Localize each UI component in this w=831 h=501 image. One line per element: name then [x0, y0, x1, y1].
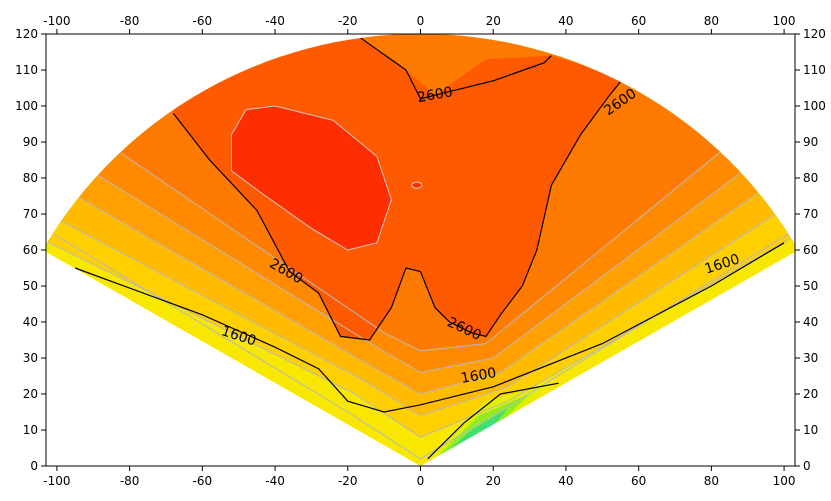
y-tick-label-right: 100 [803, 99, 826, 113]
x-tick-label-bottom: -60 [193, 474, 213, 488]
contour-2600 [172, 76, 625, 341]
y-tick-label-left: 40 [23, 315, 38, 329]
x-tick-label-bottom: -100 [43, 474, 70, 488]
y-tick-label-right: 40 [803, 315, 818, 329]
contour-line-3 [42, 148, 799, 395]
x-tick-label-top: -40 [265, 14, 285, 28]
y-tick-label-left: 100 [15, 99, 38, 113]
x-tick-label-top: -20 [338, 14, 358, 28]
y-tick-label-right: 110 [803, 63, 826, 77]
y-tick-label-left: 50 [23, 279, 38, 293]
contour-bands [42, 34, 799, 466]
x-tick-label-top: 20 [486, 14, 501, 28]
contour-lines [42, 34, 799, 460]
axes-box [45, 33, 796, 467]
x-tick-label-bottom: 40 [558, 474, 573, 488]
contour-label-1600: 1600 [460, 365, 498, 387]
region-max [230, 105, 392, 251]
y-tick-label-right: 0 [803, 459, 811, 473]
x-tick-label-top: -100 [43, 14, 70, 28]
y-tick-label-left: 60 [23, 243, 38, 257]
y-tick-label-right: 10 [803, 423, 818, 437]
y-tick-label-right: 30 [803, 351, 818, 365]
y-tick-label-right: 80 [803, 171, 818, 185]
x-tick-label-bottom: 60 [631, 474, 646, 488]
y-tick-label-left: 90 [23, 135, 38, 149]
x-tick-label-top: 60 [631, 14, 646, 28]
x-tick-label-top: -80 [120, 14, 140, 28]
contour-line-4 [42, 112, 799, 373]
y-tick-label-left: 0 [30, 459, 38, 473]
x-tick-label-bottom: -80 [120, 474, 140, 488]
x-tick-label-bottom: -40 [265, 474, 285, 488]
y-tick-label-left: 70 [23, 207, 38, 221]
y-tick-label-right: 70 [803, 207, 818, 221]
x-tick-label-top: 40 [558, 14, 573, 28]
x-tick-label-top: 100 [773, 14, 796, 28]
contour-line-0 [42, 213, 799, 460]
contour-line-2 [42, 184, 799, 417]
x-tick-label-bottom: -20 [338, 474, 358, 488]
x-tick-label-bottom: 20 [486, 474, 501, 488]
y-tick-label-right: 20 [803, 387, 818, 401]
y-tick-label-left: 10 [23, 423, 38, 437]
y-tick-label-left: 110 [15, 63, 38, 77]
plot-frame [45, 33, 796, 467]
x-tick-label-bottom: 100 [773, 474, 796, 488]
x-tick-label-top: 0 [417, 14, 425, 28]
y-tick-label-left: 30 [23, 351, 38, 365]
y-tick-label-right: 120 [803, 27, 826, 41]
y-tick-label-left: 20 [23, 387, 38, 401]
axis-ticks: -100 -100 -80 -80 -60 -60 -40 -40 -20 -20 0 0 20 20 40… [15, 14, 826, 488]
y-tick-label-left: 120 [15, 27, 38, 41]
x-tick-label-bottom: 80 [704, 474, 719, 488]
x-tick-label-bottom: 0 [417, 474, 425, 488]
y-tick-label-left: 80 [23, 171, 38, 185]
x-tick-label-top: -60 [193, 14, 213, 28]
contour-label-2600: 2600 [416, 84, 454, 106]
y-tick-label-right: 50 [803, 279, 818, 293]
contour-line-5 [42, 69, 799, 352]
y-tick-label-right: 90 [803, 135, 818, 149]
contour-low [427, 382, 559, 460]
x-tick-label-top: 80 [704, 14, 719, 28]
contour-2600-top [354, 34, 552, 100]
contour-1600 [74, 242, 785, 413]
region-max-small [411, 181, 423, 189]
contour-line-1 [42, 220, 799, 438]
y-tick-label-right: 60 [803, 243, 818, 257]
